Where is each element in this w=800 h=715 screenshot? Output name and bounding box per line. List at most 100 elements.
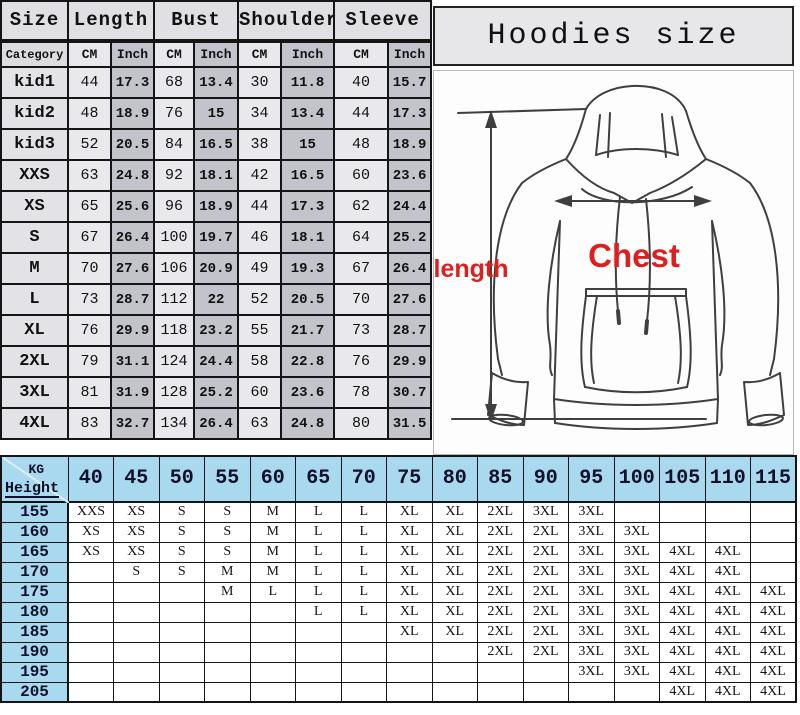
height-row-label: 205 bbox=[0, 681, 69, 703]
size-cell: 58 bbox=[237, 345, 283, 378]
size-cell: 60 bbox=[237, 376, 283, 409]
fit-cell: 2XL bbox=[522, 561, 569, 583]
size-cell: 25.6 bbox=[109, 190, 156, 223]
size-label: L bbox=[0, 283, 69, 316]
fit-cell: S bbox=[113, 561, 160, 583]
unit-header: Category bbox=[0, 40, 69, 68]
size-cell: 64 bbox=[333, 221, 390, 254]
size-cell: 79 bbox=[67, 345, 112, 378]
height-row-label: 185 bbox=[0, 621, 69, 643]
kg-height-corner: KG Height bbox=[0, 455, 69, 503]
size-cell: 84 bbox=[153, 128, 196, 161]
size-table-group-header: Size Length Bust Shoulder Sleeve bbox=[0, 0, 433, 43]
size-header: Size bbox=[0, 0, 69, 43]
fit-cell: 4XL bbox=[659, 561, 706, 583]
fit-cell: XL bbox=[386, 581, 433, 603]
fit-cell bbox=[113, 681, 160, 703]
fit-cell: L bbox=[295, 521, 342, 543]
fit-cell: 3XL bbox=[568, 581, 615, 603]
fit-cell bbox=[113, 601, 160, 623]
fit-cell: XL bbox=[431, 621, 478, 643]
fit-cell: 3XL bbox=[613, 641, 660, 663]
fit-cell: M bbox=[249, 501, 296, 523]
fit-cell bbox=[386, 661, 433, 683]
fit-cell: XL bbox=[431, 541, 478, 563]
size-cell: 29.9 bbox=[109, 314, 156, 347]
fit-cell: 3XL bbox=[613, 621, 660, 643]
fit-cell bbox=[204, 661, 251, 683]
size-cell: 128 bbox=[153, 376, 196, 409]
fit-cell: 3XL bbox=[613, 521, 660, 543]
fit-cell bbox=[158, 641, 205, 663]
fit-cell: 3XL bbox=[568, 621, 615, 643]
fit-cell: 2XL bbox=[522, 581, 569, 603]
size-cell: 48 bbox=[333, 128, 390, 161]
unit-header: CM bbox=[237, 40, 283, 68]
unit-header: Inch bbox=[109, 40, 156, 68]
size-cell: 23.6 bbox=[387, 159, 433, 192]
height-row-label: 170 bbox=[0, 561, 69, 583]
size-cell: 65 bbox=[67, 190, 112, 223]
size-cell: 17.3 bbox=[280, 190, 336, 223]
size-cell: 100 bbox=[153, 221, 196, 254]
size-row: L 73 28.7 112 22 52 20.5 70 27.6 bbox=[0, 283, 433, 316]
size-label: kid2 bbox=[0, 97, 69, 130]
fit-cell: 4XL bbox=[704, 641, 751, 663]
fit-cell: 4XL bbox=[750, 641, 797, 663]
size-cell: 48 bbox=[67, 97, 112, 130]
height-row-label: 155 bbox=[0, 501, 69, 523]
fit-cell: 4XL bbox=[659, 681, 706, 703]
fit-cell: L bbox=[340, 501, 387, 523]
size-cell: 24.8 bbox=[280, 407, 336, 440]
fit-cell: 3XL bbox=[613, 661, 660, 683]
size-cell: 67 bbox=[333, 252, 390, 285]
fit-cell bbox=[340, 661, 387, 683]
fit-cell bbox=[67, 581, 114, 603]
weight-header: 75 bbox=[386, 455, 433, 503]
size-label: kid3 bbox=[0, 128, 69, 161]
fit-cell bbox=[67, 561, 114, 583]
size-label: XS bbox=[0, 190, 69, 223]
size-cell: 70 bbox=[67, 252, 112, 285]
size-cell: 68 bbox=[153, 66, 196, 99]
fit-cell: 2XL bbox=[522, 541, 569, 563]
fit-cell: XS bbox=[67, 541, 114, 563]
fit-cell bbox=[158, 661, 205, 683]
fit-cell bbox=[158, 621, 205, 643]
fit-cell: XS bbox=[113, 501, 160, 523]
size-cell: 22.8 bbox=[280, 345, 336, 378]
fit-cell: L bbox=[249, 581, 296, 603]
size-cell: 31.1 bbox=[109, 345, 156, 378]
fit-row: 180 L L XL XL 2XL 2XL 3XL 3XL 4XL 4XL 4XL bbox=[0, 601, 797, 623]
size-table-unit-header: Category CM Inch CM Inch CM Inch CM Inch bbox=[0, 40, 433, 68]
size-label: 2XL bbox=[0, 345, 69, 378]
fit-cell bbox=[340, 641, 387, 663]
size-cell: 18.9 bbox=[109, 97, 156, 130]
weight-header: 55 bbox=[204, 455, 251, 503]
fit-cell: S bbox=[204, 541, 251, 563]
weight-header: 95 bbox=[568, 455, 615, 503]
fit-cell: M bbox=[249, 521, 296, 543]
fit-cell bbox=[67, 601, 114, 623]
fit-cell: 3XL bbox=[613, 581, 660, 603]
fit-cell: 3XL bbox=[568, 521, 615, 543]
fit-cell: XL bbox=[386, 521, 433, 543]
height-row-label: 180 bbox=[0, 601, 69, 623]
fit-row: 170 S S M M L L XL XL 2XL 2XL 3XL 3XL 4XL 4XL bbox=[0, 561, 797, 583]
height-row-label: 190 bbox=[0, 641, 69, 663]
fit-cell: 4XL bbox=[659, 621, 706, 643]
size-label: S bbox=[0, 221, 69, 254]
measure-header: Sleeve bbox=[333, 0, 433, 43]
size-cell: 22 bbox=[193, 283, 240, 316]
size-cell: 27.6 bbox=[109, 252, 156, 285]
fit-cell: M bbox=[204, 561, 251, 583]
size-label: M bbox=[0, 252, 69, 285]
fit-cell bbox=[704, 501, 751, 523]
fit-cell: XL bbox=[386, 561, 433, 583]
measure-header: Bust bbox=[153, 0, 240, 43]
fit-cell bbox=[67, 641, 114, 663]
fit-cell: 3XL bbox=[568, 501, 615, 523]
size-row: XXS 63 24.8 92 18.1 42 16.5 60 23.6 bbox=[0, 159, 433, 192]
size-cell: 28.7 bbox=[387, 314, 433, 347]
fit-cell: 2XL bbox=[522, 641, 569, 663]
